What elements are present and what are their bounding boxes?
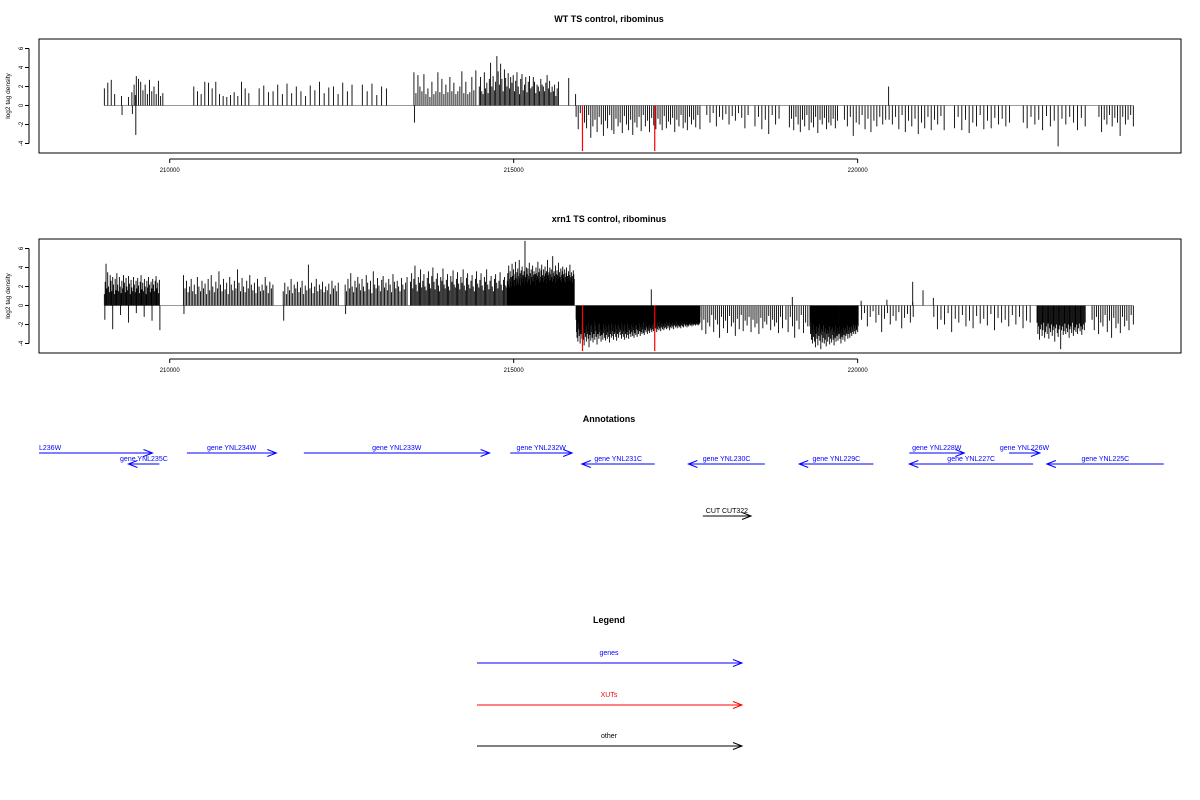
- annotation-arrow-head: [907, 460, 919, 468]
- xrn1-y-axis: -4 -2 0 2 4 6: [19, 246, 30, 346]
- annotation-label: gene YNL232W: [517, 445, 567, 452]
- legend-item-xut: XUTs: [477, 692, 744, 709]
- annotation-gene-ynl233w: gene YNL233W: [303, 445, 491, 457]
- annotation-label: gene YNL228W: [912, 445, 962, 452]
- annotation-gene-ynl230c: gene YNL230C: [687, 456, 765, 468]
- legend-arrow-head: [732, 701, 744, 709]
- wt-x-axis: 210000 215000 220000: [160, 158, 869, 174]
- annotation-gene-ynl229c: gene YNL229C: [797, 456, 874, 468]
- annotation-gene-ynl234w: gene YNL234W: [186, 445, 278, 457]
- annotation-gene-ynl225c: gene YNL225C: [1045, 456, 1164, 468]
- wt-y-axis-label: log2 tag density: [5, 72, 12, 118]
- legend-label: genes: [599, 650, 619, 657]
- annotation-arrow-head: [267, 449, 278, 457]
- wt-y-tick-label: 2: [19, 84, 25, 88]
- annotation-arrow-head: [480, 449, 491, 457]
- xrn1-x-tick-label: 210000: [160, 368, 181, 374]
- legend-label: XUTs: [601, 692, 618, 699]
- xrn1-panel-title: xrn1 TS control, ribominus: [552, 214, 667, 224]
- annotation-label: CUT CUT322: [706, 508, 748, 515]
- xrn1-plot-frame: [38, 238, 1182, 354]
- annotation-gene-ynl226w: gene YNL226W: [1000, 445, 1050, 457]
- wt-y-tick-label: 6: [19, 46, 25, 50]
- xrn1-y-tick-label: -2: [19, 321, 25, 327]
- annotation-gene-ynl232w: gene YNL232W: [510, 445, 574, 457]
- wt-y-axis: -4 -2 0 2 4 6: [19, 46, 30, 146]
- annotation-label: gene YNL225C: [1081, 456, 1129, 463]
- annotation-label: gene YNL229C: [812, 456, 860, 463]
- xrn1-y-tick-label: 0: [19, 303, 25, 307]
- annotation-gene-ynl235c: gene YNL235C: [120, 456, 168, 468]
- legend-label: other: [601, 733, 618, 740]
- xrn1-y-tick-label: 6: [19, 246, 25, 250]
- wt-y-tick-label: 4: [19, 65, 25, 69]
- legend-arrow-head: [732, 659, 744, 667]
- annotation-cut-cut322: CUT CUT322: [702, 508, 753, 520]
- xrn1-panel: xrn1 TS control, ribominus log2 tag dens…: [5, 214, 1182, 374]
- annotation-label: gene YNL231C: [594, 456, 642, 463]
- annotations-title: Annotations: [583, 414, 636, 424]
- annotation-arrow-head: [741, 512, 753, 520]
- annotation-label: gene YNL227C: [947, 456, 995, 463]
- wt-bars: [103, 56, 1134, 152]
- xrn1-y-tick-label: -4: [19, 340, 25, 346]
- annotation-l236w: L236W: [39, 445, 154, 457]
- annotation-label: L236W: [39, 445, 62, 452]
- legend-arrow-head: [732, 742, 744, 750]
- wt-y-tick-label: -2: [19, 121, 25, 127]
- annotation-gene-ynl231c: gene YNL231C: [580, 456, 655, 468]
- legend-item-gene: genes: [477, 650, 744, 667]
- annotation-arrow-head: [1045, 460, 1057, 468]
- xrn1-x-axis: 210000 215000 220000: [160, 358, 869, 374]
- wt-y-tick-label: -4: [19, 140, 25, 146]
- annotation-arrow-head: [143, 449, 154, 457]
- wt-x-tick-label: 220000: [848, 168, 869, 174]
- annotation-gene-ynl228w: gene YNL228W: [909, 445, 966, 457]
- annotation-arrow-head: [955, 449, 966, 457]
- annotation-track: L236W gene YNL235C gene YNL234W gene YNL233…: [39, 445, 1164, 520]
- xrn1-y-tick-label: 2: [19, 284, 25, 288]
- annotation-label: gene YNL230C: [703, 456, 751, 463]
- wt-panel-title: WT TS control, ribominus: [554, 14, 664, 24]
- annotation-label: gene YNL233W: [372, 445, 422, 452]
- annotation-arrow-head: [1030, 449, 1042, 457]
- xrn1-x-tick-label: 215000: [504, 368, 525, 374]
- legend: genes XUTs other: [477, 650, 744, 750]
- annotation-arrow-head: [580, 460, 591, 468]
- annotation-arrow-head: [562, 449, 574, 457]
- annotation-label: gene YNL235C: [120, 456, 168, 463]
- legend-item-other: other: [477, 733, 744, 750]
- wt-x-tick-label: 215000: [504, 168, 525, 174]
- annotation-arrow-head: [127, 460, 138, 468]
- xrn1-x-tick-label: 220000: [848, 368, 869, 374]
- annotation-label: gene YNL226W: [1000, 445, 1050, 452]
- wt-panel: WT TS control, ribominus log2 tag densit…: [5, 14, 1182, 174]
- annotation-gene-ynl227c: gene YNL227C: [907, 456, 1034, 468]
- xrn1-y-axis-label: log2 tag density: [5, 272, 12, 318]
- annotation-arrow-head: [687, 460, 698, 468]
- annotation-label: gene YNL234W: [207, 445, 257, 452]
- legend-title: Legend: [593, 615, 625, 625]
- wt-plot-frame: [38, 38, 1182, 154]
- wt-y-tick-label: 0: [19, 103, 25, 107]
- wt-x-tick-label: 210000: [160, 168, 181, 174]
- annotation-arrow-head: [797, 460, 809, 468]
- xrn1-bars: [103, 240, 1134, 352]
- xrn1-y-tick-label: 4: [19, 265, 25, 269]
